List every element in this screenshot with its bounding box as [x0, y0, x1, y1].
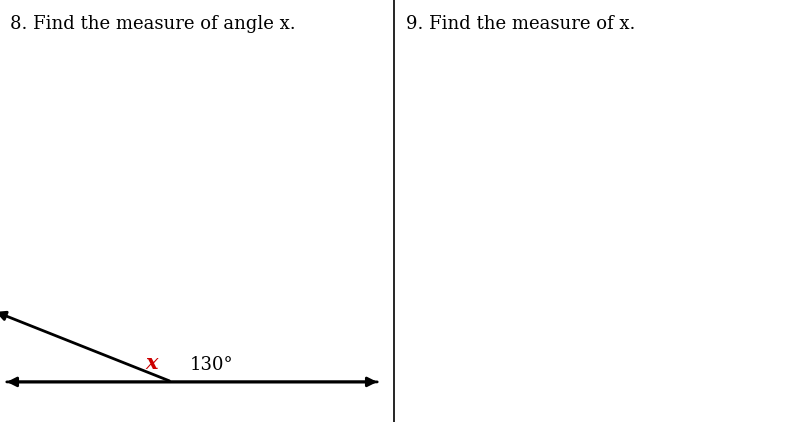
- Text: x: x: [145, 353, 158, 373]
- Text: 130°: 130°: [190, 356, 234, 374]
- Text: 9. Find the measure of x.: 9. Find the measure of x.: [406, 15, 636, 33]
- Text: 8. Find the measure of angle x.: 8. Find the measure of angle x.: [10, 15, 296, 33]
